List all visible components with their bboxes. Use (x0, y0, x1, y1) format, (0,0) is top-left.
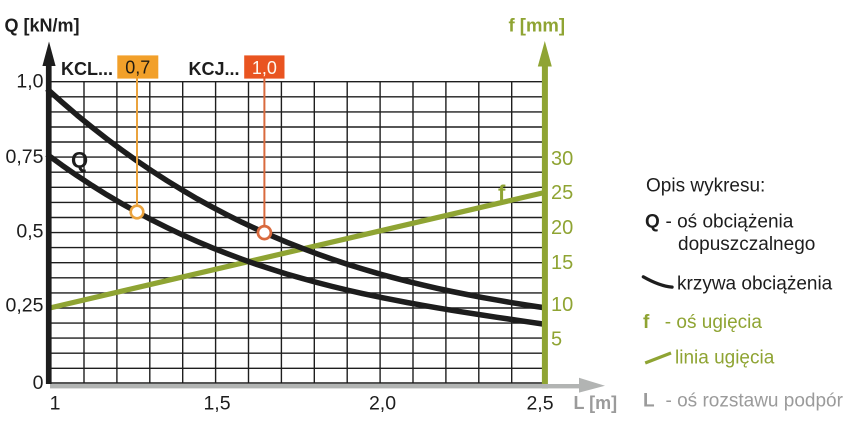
svg-text:1,0: 1,0 (16, 71, 43, 93)
svg-text:Q: Q (71, 148, 88, 173)
svg-text:1,0: 1,0 (252, 58, 277, 78)
svg-text:L [m]: L [m] (574, 393, 618, 413)
svg-text:25: 25 (551, 182, 573, 204)
svg-text:f [mm]: f [mm] (509, 14, 566, 35)
svg-text:f: f (498, 181, 506, 206)
svg-text:5: 5 (551, 329, 562, 351)
svg-text:krzywa obciążenia: krzywa obciążenia (677, 274, 833, 295)
svg-text:0,25: 0,25 (6, 295, 44, 317)
svg-text:KCJ...: KCJ... (189, 59, 240, 79)
svg-text:Opis wykresu:: Opis wykresu: (646, 176, 765, 197)
svg-text:30: 30 (551, 148, 573, 170)
svg-text:0: 0 (33, 372, 44, 394)
svg-text:linia ugięcia: linia ugięcia (675, 348, 775, 369)
svg-text:f: f (643, 312, 650, 333)
svg-text:10: 10 (551, 294, 573, 316)
svg-text:15: 15 (551, 252, 573, 274)
svg-text:dopuszczalnego: dopuszczalnego (678, 234, 815, 255)
svg-text:Q: Q (645, 212, 660, 233)
svg-text:0,75: 0,75 (6, 146, 44, 168)
svg-text:2,5: 2,5 (526, 393, 553, 415)
svg-text:- oś ugięcia: - oś ugięcia (665, 312, 763, 333)
svg-text:1,5: 1,5 (203, 393, 230, 415)
svg-text:0,5: 0,5 (16, 221, 43, 243)
svg-text:20: 20 (551, 217, 573, 239)
svg-text:- oś obciążenia: - oś obciążenia (666, 212, 794, 233)
svg-text:1: 1 (50, 393, 61, 415)
svg-text:2,0: 2,0 (369, 393, 396, 415)
svg-text:L: L (643, 391, 655, 412)
svg-text:KCL...: KCL... (61, 59, 113, 79)
svg-text:0,7: 0,7 (125, 58, 150, 78)
svg-text:- oś rozstawu podpór: - oś rozstawu podpór (666, 391, 844, 412)
svg-text:Q [kN/m]: Q [kN/m] (5, 16, 80, 36)
